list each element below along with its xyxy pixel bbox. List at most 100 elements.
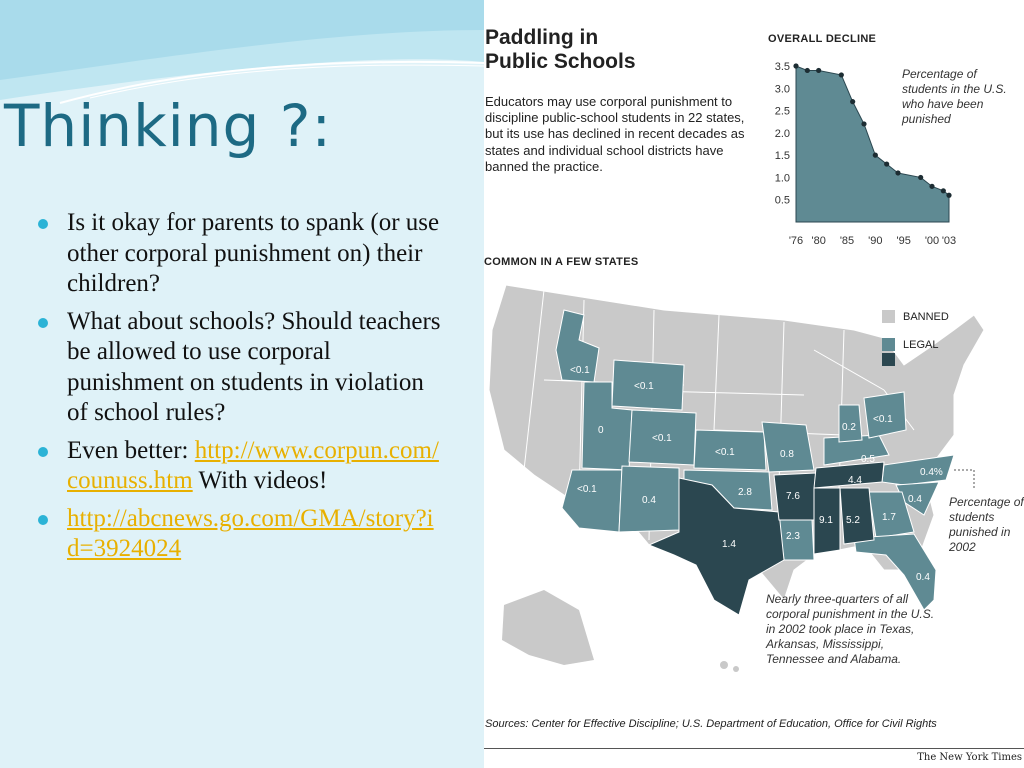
label-tennessee: 4.4 xyxy=(848,475,862,486)
slide-title: Thinking ?: xyxy=(4,92,333,160)
legend-legal-label: LEGAL xyxy=(903,338,939,351)
x-tick-label: '85 xyxy=(840,235,854,247)
figure-title-line2: Public Schools xyxy=(485,50,636,73)
decline-chart: 0.5 1.0 1.5 2.0 2.5 3.0 3.5 '76 '80 '85 '90 '95 '00 '… xyxy=(775,61,956,247)
decorative-wave xyxy=(0,0,484,104)
data-point xyxy=(838,72,844,78)
label-kentucky: 0.5 xyxy=(861,454,875,465)
label-south-carolina: 0.4 xyxy=(908,494,922,505)
state-kansas xyxy=(693,429,767,471)
x-tick-label: '80 xyxy=(811,235,825,247)
y-tick-label: 1.0 xyxy=(775,172,790,184)
y-tick-label: 2.0 xyxy=(775,128,790,140)
bullet-item: Is it okay for parents to spank (or use … xyxy=(36,208,446,300)
x-tick-label: '76 xyxy=(789,235,803,247)
corpun-link[interactable]: http://www.corpun.com/counuss.htm xyxy=(67,436,439,495)
label-utah: 0 xyxy=(598,425,604,436)
label-arkansas: 7.6 xyxy=(786,491,800,502)
bullet-item: http://abcnews.go.com/GMA/story?id=39240… xyxy=(36,504,446,565)
legend-high-swatch xyxy=(882,353,895,366)
label-wyoming: <0.1 xyxy=(634,381,654,392)
news-graphic: Paddling in Public Schools Educators may… xyxy=(484,0,1024,768)
state-texas xyxy=(647,477,785,616)
y-tick-label: 2.5 xyxy=(775,106,790,118)
bottom-note: Nearly three-quarters of all corporal pu… xyxy=(766,592,935,666)
state-alaska xyxy=(502,590,594,665)
bullet-text: What about schools? Should teachers be a… xyxy=(67,307,441,427)
label-arizona: <0.1 xyxy=(577,484,597,495)
bullet-dot-icon xyxy=(38,514,48,525)
state-arizona xyxy=(561,469,623,533)
label-georgia: 1.7 xyxy=(882,512,896,523)
data-point xyxy=(804,67,810,74)
label-kansas: <0.1 xyxy=(715,447,735,458)
data-point xyxy=(861,121,867,127)
chart-title: OVERALL DECLINE xyxy=(768,33,877,45)
bullet-item: What about schools? Should teachers be a… xyxy=(36,307,446,429)
data-point xyxy=(918,174,924,181)
bullet-dot-icon xyxy=(38,219,48,229)
label-ohio: <0.1 xyxy=(873,414,893,425)
y-tick-label: 3.0 xyxy=(775,83,790,95)
label-louisiana: 2.3 xyxy=(786,531,800,542)
legend-banned-swatch xyxy=(882,310,895,323)
map-heading: COMMON IN A FEW STATES xyxy=(484,256,639,268)
divider xyxy=(484,748,1024,749)
x-tick-label: '90 xyxy=(868,235,882,247)
chart-annotation: Percentage of students in the U.S. who h… xyxy=(902,67,1007,126)
label-new-mexico: 0.4 xyxy=(642,495,656,506)
bullet-list: Is it okay for parents to spank (or use … xyxy=(36,208,446,572)
data-point xyxy=(946,192,952,198)
label-indiana: 0.2 xyxy=(842,422,856,433)
label-oklahoma: 2.8 xyxy=(738,487,752,498)
legend-legal: LEGAL xyxy=(882,338,938,351)
abcnews-link[interactable]: http://abcnews.go.com/GMA/story?id=39240… xyxy=(67,504,434,563)
y-tick-label: 0.5 xyxy=(775,195,790,207)
data-point xyxy=(793,63,799,69)
figure-description: Educators may use corporal punishment to… xyxy=(485,94,745,174)
state-alabama xyxy=(839,487,875,545)
bullet-suffix: With videos! xyxy=(192,467,328,494)
data-point xyxy=(850,99,856,105)
state-indiana xyxy=(838,404,863,443)
data-point xyxy=(940,188,946,194)
state-tennessee xyxy=(813,461,885,489)
label-north-carolina: 0.4% xyxy=(920,467,943,478)
bullet-text: Is it okay for parents to spank (or use … xyxy=(67,209,440,297)
state-florida xyxy=(853,533,937,611)
sources-note: Sources: Center for Effective Discipline… xyxy=(485,718,937,730)
state-missouri xyxy=(761,421,815,473)
data-point xyxy=(929,183,935,189)
label-missouri: 0.8 xyxy=(780,449,794,460)
bullet-dot-icon xyxy=(38,446,48,457)
bullet-item: Even better: http://www.corpun.com/counu… xyxy=(36,436,446,497)
label-colorado: <0.1 xyxy=(652,433,672,444)
bullet-text: Even better: xyxy=(67,436,195,464)
legend-legal-swatch xyxy=(882,338,895,351)
y-tick-label: 1.5 xyxy=(775,150,790,162)
legend-high xyxy=(882,353,903,366)
us-map: <0.1 <0.1 0 <0.1 <0.1 0.4 <0.1 2.8 1.4 0… xyxy=(488,284,985,672)
label-alabama: 5.2 xyxy=(846,515,860,526)
decline-area xyxy=(795,65,950,223)
figure-title-line1: Paddling in xyxy=(485,26,599,49)
data-point xyxy=(895,170,901,176)
label-texas: 1.4 xyxy=(722,539,736,550)
label-idaho: <0.1 xyxy=(570,365,590,376)
x-tick-label: '95 xyxy=(896,235,910,247)
label-florida: 0.4 xyxy=(916,572,930,583)
data-point xyxy=(816,67,822,74)
state-georgia xyxy=(868,491,915,539)
data-point xyxy=(872,152,878,158)
map-annotation: Percentage of students punished in 2002 xyxy=(949,495,1024,554)
credit-line: The New York Times xyxy=(917,752,1022,763)
data-point xyxy=(884,161,890,167)
x-tick-label: '03 xyxy=(942,235,956,247)
state-wyoming xyxy=(611,359,685,411)
state-idaho xyxy=(555,309,600,383)
state-mississippi xyxy=(813,487,841,555)
figure-title: Paddling in Public Schools xyxy=(485,26,755,74)
x-tick-label: '00 xyxy=(925,235,939,247)
label-mississippi: 9.1 xyxy=(819,515,833,526)
legend-banned-label: BANNED xyxy=(903,310,949,323)
